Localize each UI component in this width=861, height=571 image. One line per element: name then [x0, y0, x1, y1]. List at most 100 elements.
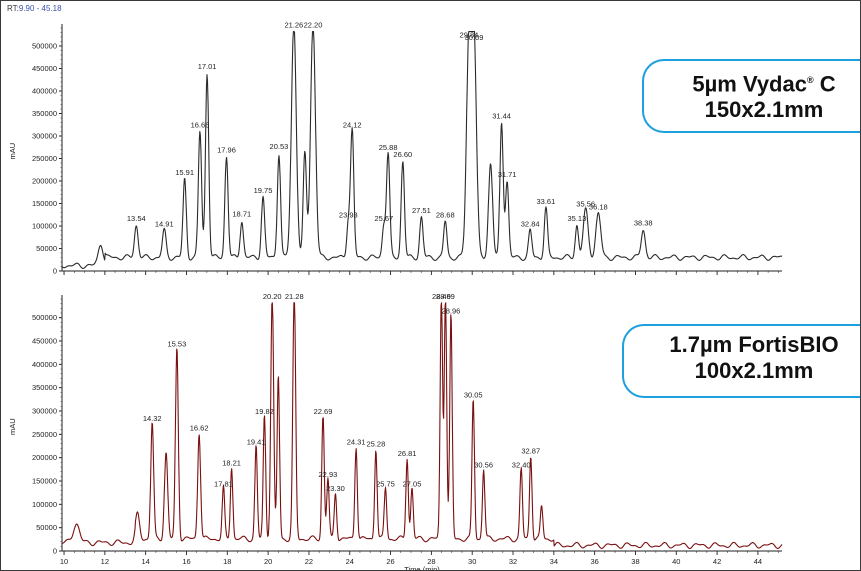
- top-peak-label: 14.91: [155, 220, 174, 229]
- top-peak-label: 35.56: [576, 199, 595, 208]
- x-tick-label: 38: [631, 557, 639, 566]
- x-tick-label: 22: [305, 557, 313, 566]
- top-peak-label: 30.09: [465, 33, 484, 42]
- bottom-y-tick-label: 450000: [32, 337, 57, 346]
- callout-vydac-dimensions: 150x2.1mm: [704, 97, 824, 123]
- bottom-peak-label: 28.49: [432, 292, 451, 301]
- top-y-tick-label: 100000: [32, 222, 57, 231]
- x-tick-label: 20: [264, 557, 272, 566]
- x-tick-label: 10: [60, 557, 68, 566]
- top-peak-label: 22.20: [304, 21, 323, 30]
- bottom-y-tick-label: 300000: [32, 407, 57, 416]
- bottom-y-tick-label: 0: [53, 547, 57, 556]
- bottom-peak-label: 28.96: [442, 307, 461, 316]
- bottom-peak-label: 32.40: [512, 461, 531, 470]
- x-tick-label: 12: [101, 557, 109, 566]
- x-tick-label: 16: [182, 557, 190, 566]
- x-tick-label: 32: [509, 557, 517, 566]
- top-peak-label: 15.91: [175, 168, 194, 177]
- bottom-y-tick-label: 350000: [32, 383, 57, 392]
- top-y-tick-label: 400000: [32, 87, 57, 96]
- bottom-y-tick-label: 400000: [32, 360, 57, 369]
- x-tick-label: 34: [550, 557, 558, 566]
- bottom-peak-label: 27.05: [403, 479, 422, 488]
- top-chromatogram-trace: [61, 31, 783, 269]
- top-peak-label: 33.61: [536, 197, 555, 206]
- top-peak-label: 20.53: [270, 142, 289, 151]
- callout-fortisbio-name: 1.7µm FortisBIO: [669, 332, 839, 357]
- top-peak-label: 35.13: [568, 214, 587, 223]
- top-peak-label: 38.38: [634, 219, 653, 228]
- x-tick-label: 24: [346, 557, 354, 566]
- bottom-peak-label: 14.32: [143, 414, 162, 423]
- bottom-y-axis-label: mAU: [8, 418, 17, 435]
- x-tick-label: 26: [386, 557, 394, 566]
- bottom-y-tick-label: 50000: [36, 523, 57, 532]
- x-tick-label: 44: [754, 557, 762, 566]
- top-peak-label: 23.93: [339, 211, 358, 220]
- bottom-y-tick-label: 150000: [32, 477, 57, 486]
- top-peak-label: 16.66: [191, 121, 210, 130]
- bottom-chromatogram-trace: [61, 302, 783, 549]
- x-tick-label: 42: [713, 557, 721, 566]
- bottom-peak-label: 18.21: [222, 458, 241, 467]
- column-callout-vydac: 5µm Vydac® C 150x2.1mm: [642, 59, 860, 133]
- callout-vydac-name: 5µm Vydac: [692, 71, 807, 97]
- x-tick-label: 40: [672, 557, 680, 566]
- top-peak-label: 29.84: [460, 31, 479, 40]
- x-tick-label: 30: [468, 557, 476, 566]
- top-peak-label: 26.60: [393, 150, 412, 159]
- bottom-y-tick-label: 200000: [32, 453, 57, 462]
- top-y-tick-label: 50000: [36, 244, 57, 253]
- top-peak-label: 31.44: [492, 112, 511, 121]
- bottom-y-tick-label: 500000: [32, 313, 57, 322]
- x-tick-label: 36: [590, 557, 598, 566]
- x-tick-label: 18: [223, 557, 231, 566]
- bottom-peak-label: 22.93: [319, 470, 338, 479]
- top-peak-label: 17.01: [198, 62, 217, 71]
- bottom-peak-label: 19.41: [247, 437, 266, 446]
- bottom-peak-label: 22.69: [314, 407, 333, 416]
- x-tick-label: 14: [142, 557, 150, 566]
- bottom-peak-label: 25.28: [366, 440, 385, 449]
- bottom-peak-label: 17.81: [214, 479, 233, 488]
- bottom-peak-label: 32.87: [521, 447, 540, 456]
- x-axis-label: Time (min): [404, 565, 440, 570]
- top-y-tick-label: 150000: [32, 199, 57, 208]
- bottom-peak-label: 28.69: [436, 292, 455, 301]
- top-peak-label: 19.75: [254, 186, 273, 195]
- top-peak-label: 31.71: [498, 170, 517, 179]
- top-peak-label: 25.88: [379, 143, 398, 152]
- top-y-axis-label: mAU: [8, 143, 17, 160]
- bottom-peak-label: 21.28: [285, 292, 304, 301]
- top-peak-label: 27.51: [412, 206, 431, 215]
- rt-prefix: RT:: [7, 4, 19, 13]
- bottom-peak-label: 19.82: [255, 407, 274, 416]
- rt-range-value: 9.90 - 45.18: [18, 4, 62, 13]
- bottom-peak-label: 23.30: [326, 484, 345, 493]
- callout-vydac-line1: 5µm Vydac® C: [644, 67, 860, 97]
- top-peak-label: 28.68: [436, 211, 455, 220]
- registered-mark: ®: [806, 75, 814, 85]
- top-peak-label: 32.84: [521, 220, 540, 229]
- x-tick-label: 28: [427, 557, 435, 566]
- bottom-peak-label: 15.53: [168, 339, 187, 348]
- top-peak-label: 25.67: [374, 214, 393, 223]
- bottom-peak-label: 30.56: [474, 461, 493, 470]
- bottom-peak-label: 26.81: [398, 449, 417, 458]
- top-peak-label: 21.26: [284, 21, 303, 30]
- top-y-tick-label: 200000: [32, 177, 57, 186]
- bottom-peak-label: 30.05: [464, 391, 483, 400]
- top-y-tick-label: 450000: [32, 64, 57, 73]
- column-callout-fortisbio: 1.7µm FortisBIO 100x2.1mm: [622, 324, 860, 398]
- bottom-peak-label: 24.31: [347, 437, 366, 446]
- bottom-peak-label: 20.20: [263, 292, 282, 301]
- bottom-peak-label: 16.62: [190, 423, 209, 432]
- bottom-y-tick-label: 250000: [32, 430, 57, 439]
- top-y-tick-label: 0: [53, 267, 57, 276]
- top-y-tick-label: 350000: [32, 109, 57, 118]
- callout-vydac-suffix: C: [813, 71, 836, 97]
- top-peak-label: 13.54: [127, 214, 146, 223]
